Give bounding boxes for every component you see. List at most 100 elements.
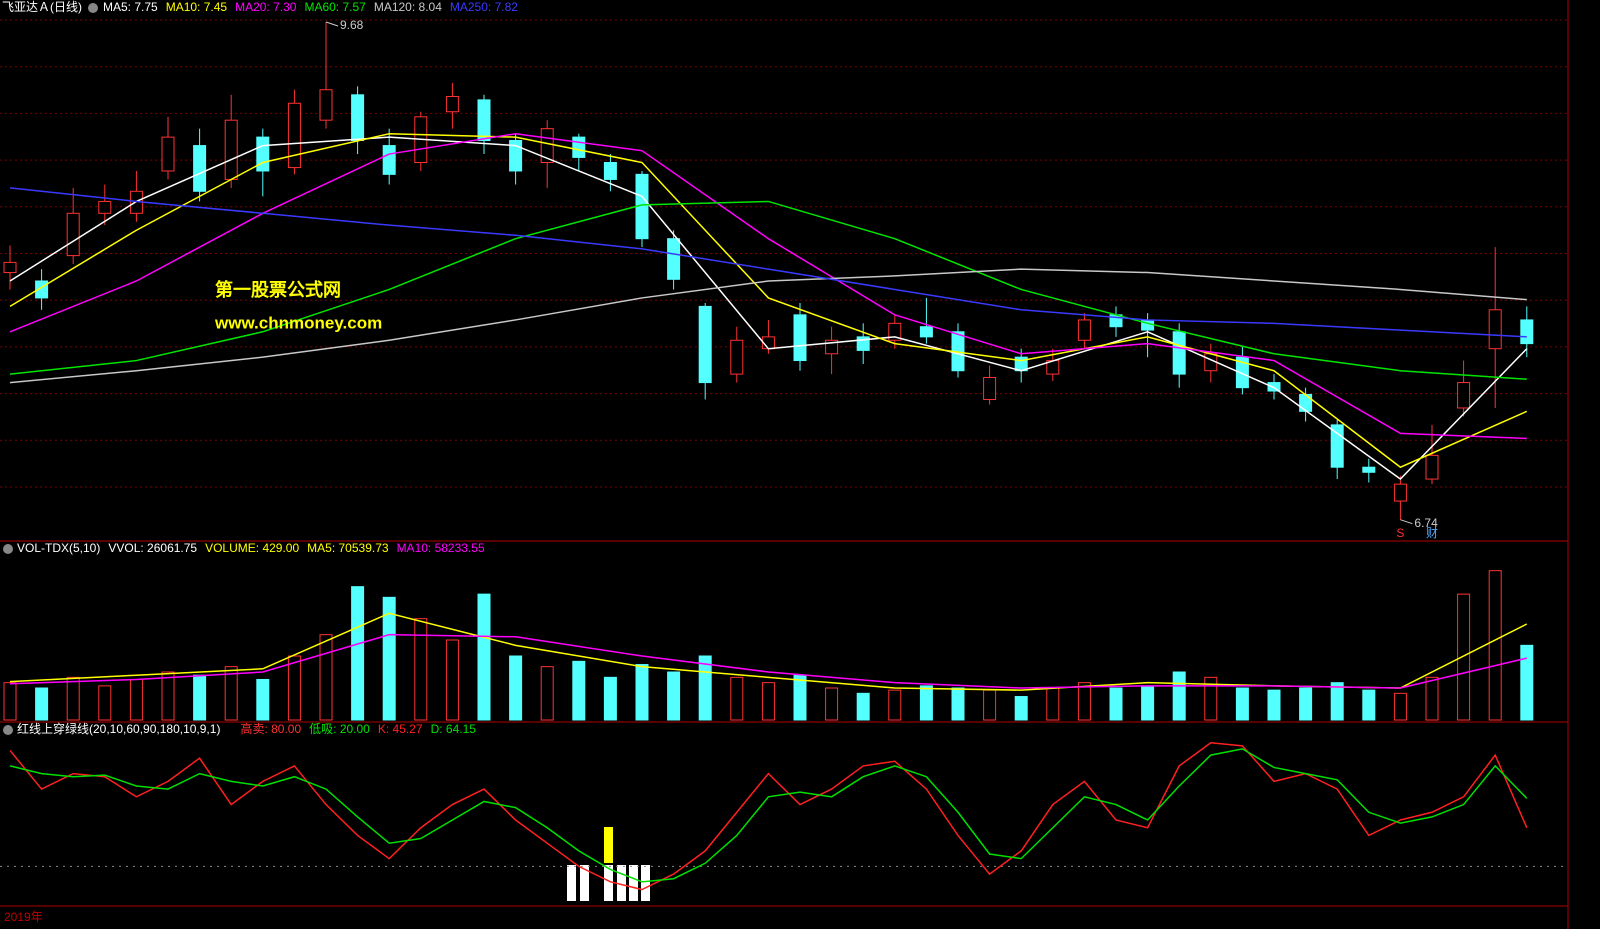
volume-bar [1330, 682, 1344, 721]
volume-bar [572, 660, 586, 721]
signal-bar [629, 865, 638, 901]
volume-bar [919, 685, 933, 721]
watermark: www.chnmoney.com [214, 313, 382, 332]
candle-body [603, 162, 617, 180]
candle-body [351, 94, 365, 142]
legend-label: K: 45.27 [378, 722, 423, 736]
candle-body [983, 376, 997, 400]
volume-bar [351, 586, 365, 721]
volume-bar [603, 676, 617, 721]
volume-bar [319, 634, 333, 721]
volume-bar [1457, 593, 1471, 721]
legend-label: MA250: 7.82 [450, 0, 518, 14]
watermark: 第一股票公式网 [215, 279, 341, 300]
legend-label: VOL-TDX(5,10) [17, 541, 100, 555]
candle-body [287, 102, 301, 169]
legend-label: D: 64.15 [431, 722, 477, 736]
menu-icon [3, 544, 13, 554]
indicator-line [9, 268, 1527, 384]
legend-label: 红线上穿绿线(20,10,60,90,180,10,9,1) [17, 721, 220, 736]
candle-body [730, 339, 744, 375]
candle-body [698, 305, 712, 384]
indicator-line [9, 633, 1527, 689]
annotation-line [325, 21, 339, 27]
volume-bar [698, 655, 712, 721]
volume-bar [667, 671, 681, 721]
legend-label: MA10: 58233.55 [397, 541, 485, 555]
volume-bar [382, 596, 396, 721]
candle-body [1488, 309, 1502, 350]
candle-body [1393, 483, 1407, 502]
candle-body [98, 200, 112, 214]
volume-bar [256, 678, 270, 721]
legend-label: MA10: 7.45 [166, 0, 228, 14]
candle-body [3, 261, 17, 274]
volume-bar [509, 655, 523, 721]
marker: 财 [1426, 526, 1438, 540]
volume-bar [1172, 671, 1186, 721]
volume-bar [951, 687, 965, 721]
candle-body [1077, 319, 1091, 341]
volume-bar [1141, 685, 1155, 721]
legend-label: VVOL: 26061.75 [108, 541, 197, 555]
candle-body [1299, 393, 1313, 412]
candle-body [477, 99, 491, 142]
volume-bar [35, 687, 49, 721]
signal-bar [604, 827, 613, 863]
volume-bar [1425, 676, 1439, 721]
candle-body [445, 95, 459, 113]
volume-bar [730, 676, 744, 721]
legend-label: VOLUME: 429.00 [205, 541, 299, 555]
indicator-line [9, 136, 1528, 481]
volume-bar [635, 664, 649, 721]
marker: S [1396, 526, 1404, 540]
volume-bar [161, 671, 175, 721]
candle-body [382, 145, 396, 175]
candle-body [1520, 319, 1534, 345]
legend-label: MA5: 70539.73 [307, 541, 389, 555]
indicator-line [9, 187, 1527, 338]
legend-label: MA5: 7.75 [103, 0, 158, 14]
volume-bar [1235, 687, 1249, 721]
candle-body [572, 136, 586, 158]
volume-bar [224, 666, 238, 721]
volume-bar [1520, 644, 1534, 721]
candle-body [667, 238, 681, 280]
signal-bar [641, 865, 650, 901]
candle-body [509, 140, 523, 172]
candle-body [793, 314, 807, 362]
candle-body [1235, 356, 1249, 389]
x-axis-label: 2019年 [4, 910, 43, 924]
candle-body [1172, 331, 1186, 375]
candle-body [1425, 454, 1439, 480]
volume-bar [98, 685, 112, 721]
indicator-line [9, 748, 1528, 883]
volume-bar [445, 639, 459, 721]
indicator-line [9, 132, 1528, 469]
menu-icon [3, 725, 13, 735]
signal-bar [604, 865, 613, 901]
candle-body [1267, 382, 1281, 392]
volume-bar [1204, 676, 1218, 721]
legend-label: MA120: 8.04 [374, 0, 442, 14]
candle-body [1457, 382, 1471, 409]
volume-bar [1077, 682, 1091, 721]
candle-body [193, 145, 207, 192]
volume-bar [1299, 687, 1313, 721]
annotation: 9.68 [340, 18, 364, 32]
signal-bar [567, 865, 576, 901]
legend-label: MA60: 7.57 [304, 0, 366, 14]
candle-body [161, 136, 175, 172]
legend-label: 低吸: 20.00 [309, 722, 370, 736]
indicator-line [9, 200, 1527, 380]
volume-bar [129, 678, 143, 721]
chart-title: 飞亚达Ａ(日线) [2, 0, 82, 14]
volume-bar [477, 593, 491, 721]
volume-bar [193, 674, 207, 721]
legend-label: MA20: 7.30 [235, 0, 297, 14]
volume-bar [3, 682, 17, 721]
volume-bar [825, 687, 839, 721]
volume-bar [287, 655, 301, 721]
volume-bar [1362, 689, 1376, 721]
